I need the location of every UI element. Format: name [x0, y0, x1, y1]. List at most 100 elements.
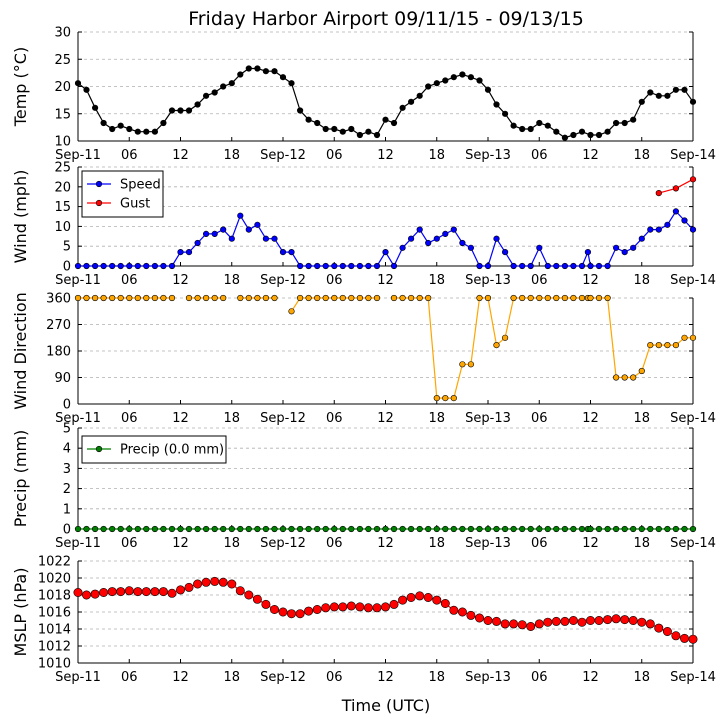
mslp-data-point [654, 623, 664, 633]
wind-data-point [373, 262, 381, 270]
temp-xtick-label: 06 [326, 148, 343, 163]
wind-xtick-label: Sep-12 [260, 273, 306, 288]
wind-xtick-label: 12 [377, 273, 394, 288]
precip-data-point [100, 525, 107, 533]
direction-data-point [356, 294, 364, 302]
direction-xtick-label: 06 [326, 411, 343, 426]
wind-ytick-label: 10 [54, 220, 71, 235]
direction-data-point [373, 294, 381, 302]
mslp-data-point [560, 616, 570, 626]
wind-data-point [655, 226, 662, 233]
wind-data-point [356, 262, 364, 270]
temp-xtick-label: Sep-12 [260, 148, 306, 163]
wind-data-point [185, 249, 193, 256]
wind-data-point [536, 244, 543, 251]
wind-data-point [584, 249, 592, 256]
wind-data-point [143, 262, 150, 270]
direction-data-point [561, 294, 569, 302]
wind-data-point [408, 235, 415, 242]
precip-legend-marker [95, 445, 103, 453]
direction-data-point [245, 294, 252, 302]
precip-data-point [587, 525, 594, 533]
direction-data-point [185, 294, 193, 302]
wind-data-point [399, 244, 406, 251]
direction-data-point [527, 294, 534, 302]
precip-data-point [262, 525, 270, 533]
mslp-data-point [244, 590, 254, 600]
temp-data-point [442, 77, 449, 84]
temp-ytick-label: 25 [54, 53, 71, 68]
temp-data-point [493, 101, 500, 108]
mslp-xtick-label: Sep-14 [670, 670, 716, 685]
wind-data-point [681, 217, 688, 224]
mslp-data-point [193, 579, 203, 589]
temp-data-point [245, 65, 252, 72]
precip-data-point [305, 525, 312, 533]
temp-data-point [151, 128, 158, 135]
direction-data-point [664, 342, 671, 349]
mslp-ytick-label: 1014 [38, 623, 71, 638]
direction-data-point [194, 294, 201, 302]
precip-data-point [476, 525, 483, 533]
direction-data-point [297, 294, 304, 302]
temp-data-point [100, 119, 107, 127]
temp-data-point [254, 65, 261, 72]
mslp-data-point [577, 617, 587, 627]
wind-data-point [689, 226, 697, 233]
precip-y-axis-label: Precip (mm) [11, 430, 30, 528]
precip-data-point [348, 525, 355, 533]
direction-data-point [109, 294, 116, 302]
wind-data-point [305, 262, 312, 270]
direction-data-point [672, 342, 680, 349]
temp-data-point [519, 125, 526, 133]
mslp-data-point [620, 615, 630, 625]
precip-xtick-label: 12 [172, 536, 189, 551]
wind-data-point [493, 235, 500, 242]
precip-data-point [664, 525, 671, 533]
wind-data-point [459, 239, 466, 247]
mslp-data-point [252, 594, 262, 604]
precip-data-point [151, 525, 158, 533]
wind-data-point [672, 185, 680, 192]
wind-xtick-label: 06 [531, 273, 548, 288]
temp-data-point [484, 86, 492, 93]
direction-xtick-label: Sep-13 [465, 411, 511, 426]
direction-data-point [544, 294, 551, 302]
precip-data-point [595, 525, 603, 533]
x-axis-label: Time (UTC) [341, 696, 430, 715]
temp-xtick-label: Sep-11 [55, 148, 101, 163]
temp-panel: 10 15 20 25 30 Sep-11 06 12 18 Sep-12 06 12 18 Sep-13… [11, 26, 716, 164]
precip-data-point [493, 525, 500, 533]
mslp-data-point [671, 631, 681, 641]
wind-data-point [527, 262, 534, 270]
precip-data-point [655, 525, 662, 533]
wind-xtick-label: Sep-14 [670, 273, 716, 288]
temp-data-point [595, 131, 603, 139]
mslp-data-point [679, 633, 689, 643]
precip-data-point [450, 525, 457, 533]
direction-y-axis-label: Wind Direction [11, 292, 30, 410]
wind-data-point [672, 208, 680, 215]
mslp-data-point [133, 587, 143, 597]
precip-data-point [109, 525, 116, 533]
precip-data-point [91, 525, 99, 533]
precip-data-point [638, 525, 645, 533]
precip-data-point [612, 525, 620, 533]
temp-data-point [689, 98, 697, 105]
precip-data-point [245, 525, 252, 533]
mslp-data-point [568, 615, 578, 625]
wind-data-point [314, 262, 321, 270]
precip-data-point [185, 525, 193, 533]
direction-xtick-label: Sep-14 [670, 411, 716, 426]
temp-data-point [399, 104, 406, 111]
direction-xtick-label: 12 [172, 411, 189, 426]
mslp-data-point [261, 599, 271, 609]
mslp-data-point [509, 619, 519, 629]
temp-data-point [168, 107, 176, 114]
direction-data-point [322, 294, 329, 302]
direction-data-point [493, 342, 500, 349]
wind-data-point [262, 235, 270, 242]
mslp-data-point [372, 603, 382, 613]
